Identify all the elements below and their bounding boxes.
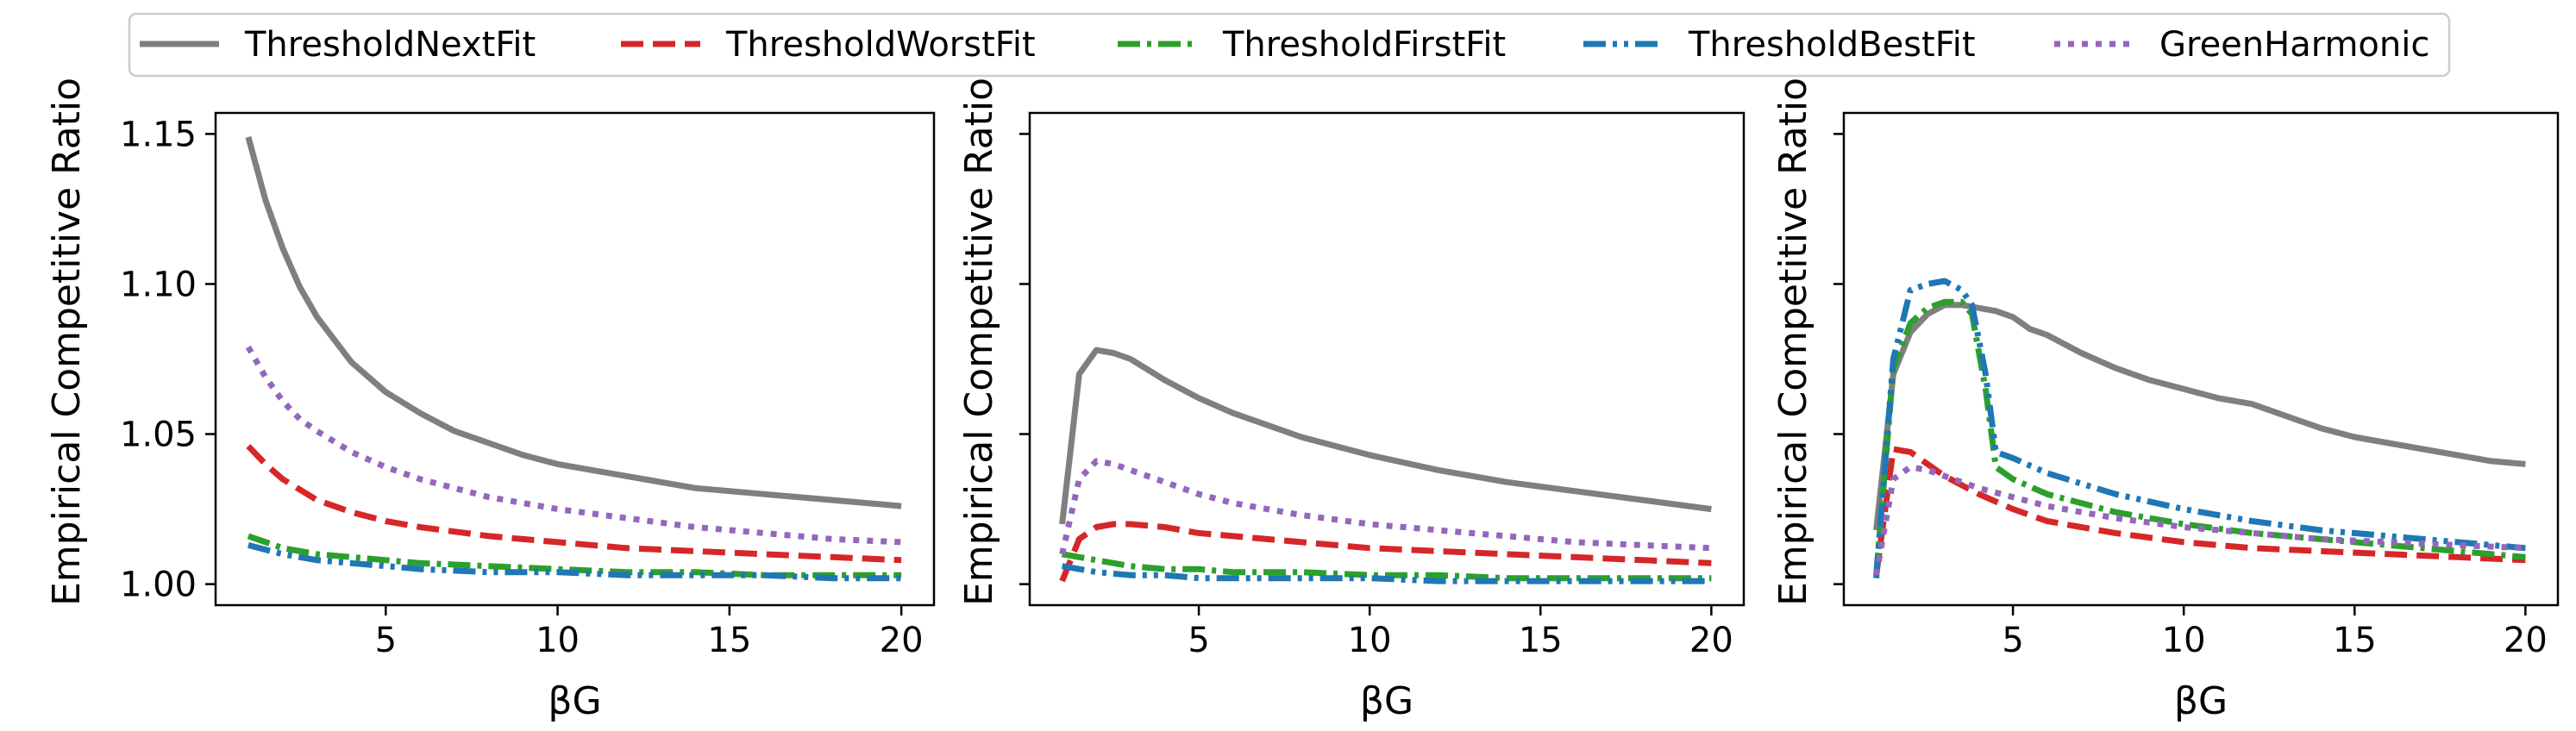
- axes-frame: [1028, 111, 1746, 607]
- axes-frame: [1842, 111, 2560, 607]
- x-tick-label: 10: [1348, 621, 1392, 660]
- series-line-thresholdbestfit: [1873, 278, 2526, 578]
- legend-item-thresholdfirstfit: ThresholdFirstFit: [1118, 25, 1506, 65]
- legend-label: GreenHarmonic: [2159, 25, 2429, 65]
- series-line-thresholdworstfit: [1873, 446, 2526, 576]
- y-axis-label: Empirical Competitive Ratio: [1771, 78, 1815, 606]
- series-line-thresholdnextfit: [1059, 347, 1712, 525]
- x-tick-label: 15: [1519, 621, 1563, 660]
- x-tick-label: 15: [707, 621, 751, 660]
- series-line-thresholdworstfit: [1059, 521, 1712, 583]
- legend-item-thresholdworstfit: ThresholdWorstFit: [621, 25, 1036, 65]
- series-line-greenharmonic: [245, 345, 902, 546]
- x-tick-label: 5: [375, 621, 397, 660]
- legend-label: ThresholdFirstFit: [1222, 25, 1506, 65]
- series-line-thresholdworstfit: [246, 444, 902, 564]
- plot-area: [1059, 347, 1712, 584]
- y-tick-label: 1.10: [120, 265, 197, 304]
- x-axis-label: βG: [548, 679, 601, 723]
- y-tick-label: 1.15: [120, 115, 197, 154]
- series-line-thresholdnextfit: [245, 135, 902, 509]
- series-line-thresholdbestfit: [1061, 563, 1712, 584]
- legend-frame: [128, 12, 2451, 78]
- chart-panel-3: 5 10 15 20 βG Empirical Competitive Ratio: [1771, 78, 2560, 723]
- legend-label: ThresholdBestFit: [1688, 25, 1976, 65]
- legend-label: ThresholdNextFit: [244, 25, 536, 65]
- legend-item-greenharmonic: GreenHarmonic: [2054, 25, 2429, 65]
- x-axis-label: βG: [2174, 679, 2228, 723]
- legend: ThresholdNextFit ThresholdWorstFit Thresho…: [128, 12, 2451, 78]
- chart-panel-2: 5 10 15 20 βG Empirical Competitive Ratio: [957, 78, 1746, 723]
- series-line-thresholdfirstfit: [1873, 298, 2526, 576]
- series-line-greenharmonic: [1873, 464, 2526, 576]
- plot-area: [1873, 278, 2526, 578]
- series-line-thresholdbestfit: [248, 542, 902, 582]
- legend-label: ThresholdWorstFit: [725, 25, 1036, 65]
- x-tick-label: 10: [536, 621, 580, 660]
- x-tick-label: 5: [2002, 621, 2023, 660]
- x-tick-label: 20: [2504, 621, 2548, 660]
- chart-panel-1: 5 10 15 20 1.00 1.05 1.10 1.15 βG Empirical Compe…: [45, 78, 936, 723]
- legend-item-thresholdbestfit: ThresholdBestFit: [1583, 25, 1976, 65]
- axes-frame: [214, 111, 936, 607]
- x-tick-label: 15: [2333, 621, 2377, 660]
- plot-area: [245, 135, 902, 582]
- series-line-greenharmonic: [1059, 458, 1712, 555]
- x-tick-label: 10: [2162, 621, 2206, 660]
- y-tick-label: 1.05: [120, 415, 197, 455]
- x-tick-label: 20: [880, 621, 924, 660]
- y-axis-label: Empirical Competitive Ratio: [45, 78, 89, 606]
- x-tick-label: 5: [1188, 621, 1209, 660]
- x-tick-label: 20: [1689, 621, 1733, 660]
- y-axis-label: Empirical Competitive Ratio: [957, 78, 1001, 606]
- legend-item-thresholdnextfit: ThresholdNextFit: [140, 25, 536, 65]
- x-axis-label: βG: [1360, 679, 1413, 723]
- y-tick-label: 1.00: [120, 565, 197, 605]
- chart-panels: 5 10 15 20 1.00 1.05 1.10 1.15 βG Empirical Compe…: [45, 78, 2560, 723]
